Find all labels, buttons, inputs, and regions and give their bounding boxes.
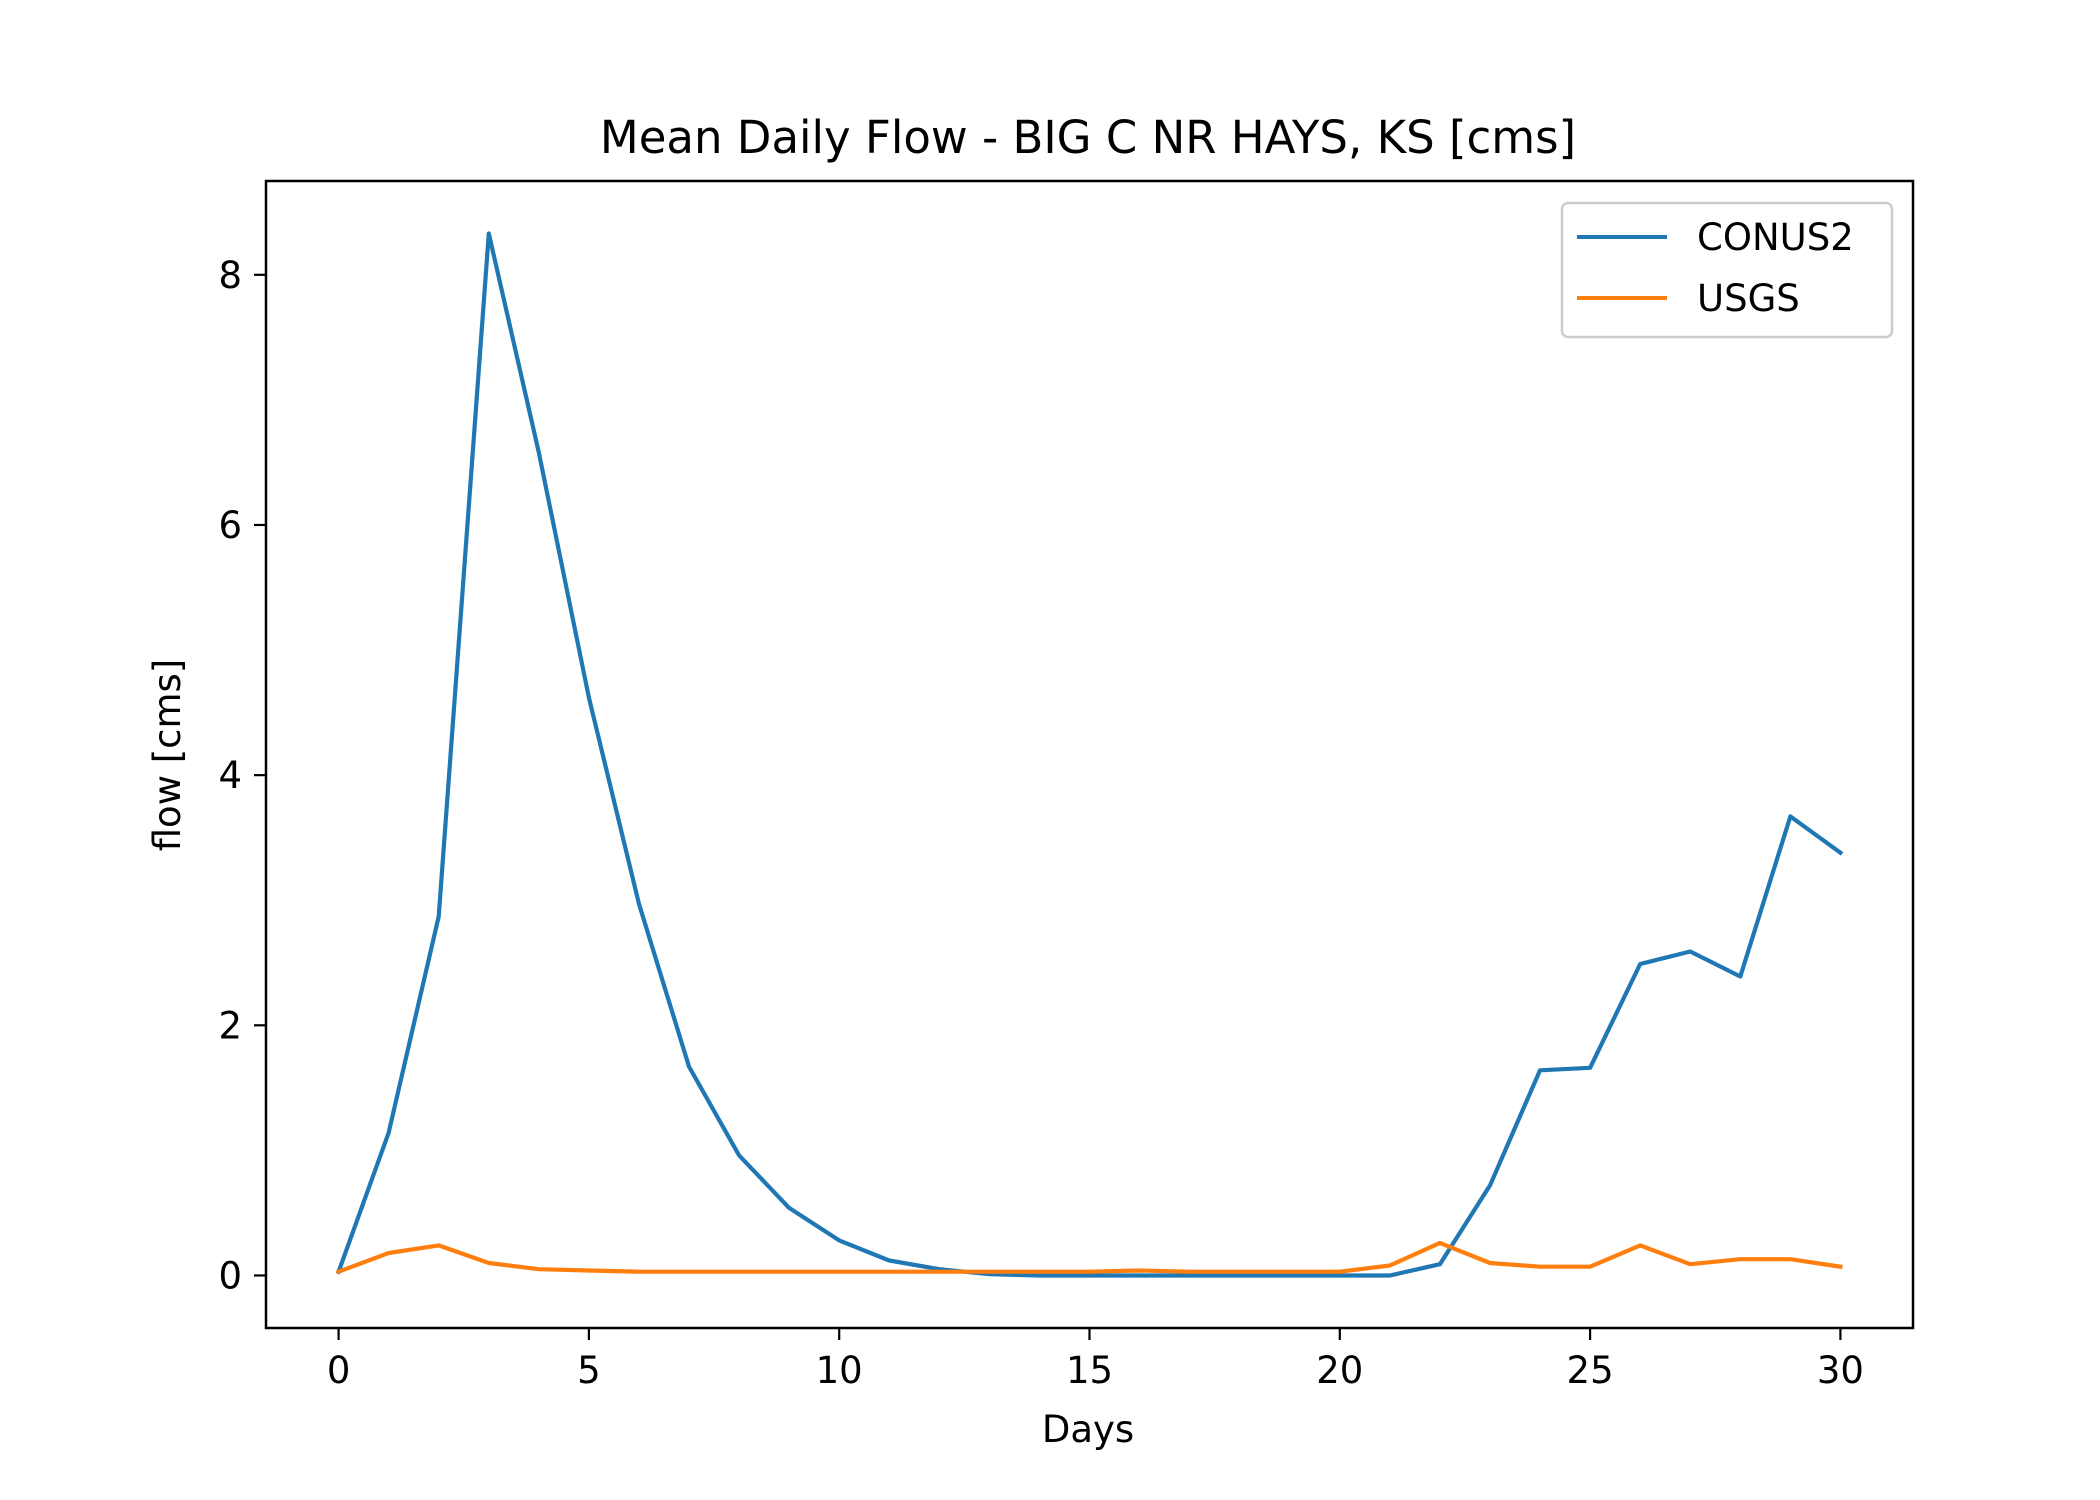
series-line-usgs	[335, 1240, 1843, 1275]
legend-label-usgs: USGS	[1697, 277, 1800, 320]
legend-label-conus2: CONUS2	[1697, 216, 1854, 259]
x-tick-label: 20	[1316, 1349, 1363, 1392]
x-axis-label: Days	[1042, 1408, 1134, 1451]
y-tick-label: 0	[218, 1254, 242, 1297]
chart-title: Mean Daily Flow - BIG C NR HAYS, KS [cms…	[600, 111, 1576, 164]
x-tick-label: 0	[327, 1349, 351, 1392]
x-axis: 0 5 10 15 20 25 30	[327, 1328, 1864, 1392]
y-tick-label: 2	[218, 1004, 242, 1047]
legend: CONUS2 USGS	[1560, 201, 1894, 339]
x-tick-label: 10	[816, 1349, 863, 1392]
y-axis-label: flow [cms]	[146, 659, 189, 852]
plot-area	[335, 231, 1844, 1278]
x-tick-label: 25	[1567, 1349, 1614, 1392]
y-tick-label: 8	[218, 254, 242, 297]
y-axis: 0 2 4 6 8	[218, 254, 266, 1297]
y-tick-label: 6	[218, 504, 242, 547]
series-line-conus2	[335, 231, 1844, 1278]
x-tick-label: 5	[577, 1349, 601, 1392]
x-tick-label: 15	[1066, 1349, 1113, 1392]
x-tick-label: 30	[1817, 1349, 1864, 1392]
y-tick-label: 4	[218, 754, 242, 797]
